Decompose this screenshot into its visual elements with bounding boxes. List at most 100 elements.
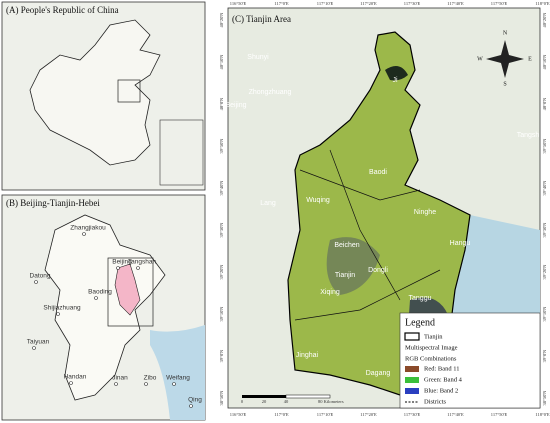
city-label: Taiyuan — [27, 339, 50, 346]
lat-label: 39°40'N — [219, 180, 224, 196]
lat-label: 40°20'N — [219, 12, 224, 28]
place-label: Hangu — [450, 240, 471, 247]
city-label: Zibo — [144, 375, 157, 382]
place-label: Baodi — [369, 169, 387, 176]
lat-label: 39°20'N — [542, 264, 547, 280]
legend-label: Red: Band 11 — [424, 365, 460, 372]
scale-bar — [242, 395, 286, 398]
city-dot — [189, 404, 193, 408]
lat-label: 40°20'N — [542, 12, 547, 28]
lon-label: 117°30'E — [404, 1, 421, 6]
legend-box — [399, 312, 541, 409]
reservoir — [385, 66, 408, 81]
place-label: Ji — [392, 77, 398, 84]
legend-label: Districts — [424, 398, 446, 405]
city-label: Jinan — [112, 375, 128, 382]
place-label: Tangsh — [517, 132, 540, 139]
lon-label: 117°10'E — [317, 1, 334, 6]
scale-bar — [285, 394, 331, 399]
lat-label: 39°10'N — [219, 306, 224, 322]
lon-label: 118°0'E — [535, 1, 549, 6]
compass-label: S — [503, 81, 506, 87]
lat-label: 38°50'N — [219, 390, 224, 406]
place-label: Tianjin — [335, 272, 355, 279]
lat-label: 39°20'N — [219, 264, 224, 280]
scale-label: 80 Kilometers — [318, 399, 344, 404]
city-dot — [82, 232, 86, 236]
lat-label: 39°10'N — [542, 306, 547, 322]
legend-swatch — [405, 366, 419, 372]
place-label: Beichen — [334, 242, 359, 249]
lon-label: 117°30'E — [404, 412, 421, 417]
panel-title: (B) Beijing-Tianjin-Hebei — [6, 198, 100, 208]
legend-label: RGB Combinations — [405, 355, 457, 362]
scale-label: 20 — [262, 399, 267, 404]
lat-label: 39°30'N — [219, 222, 224, 238]
city-dot — [116, 266, 120, 270]
lat-label: 39°50'N — [219, 138, 224, 154]
city-dot — [172, 382, 176, 386]
legend-label: Tianjin — [424, 333, 443, 340]
lat-label: 39°0'N — [219, 349, 224, 362]
lon-label: 117°20'E — [360, 1, 377, 6]
urban-area — [326, 237, 380, 295]
scale-label: 40 — [284, 399, 289, 404]
city-dot — [56, 312, 60, 316]
lon-label: 117°0'E — [274, 412, 288, 417]
city-dot — [69, 381, 73, 385]
lon-label: 117°40'E — [447, 1, 464, 6]
lon-label: 117°10'E — [317, 412, 334, 417]
lon-label: 118°0'E — [535, 412, 549, 417]
lat-label: 39°0'N — [542, 349, 547, 362]
legend-label: Blue: Band 2 — [424, 387, 458, 394]
city-dot — [94, 296, 98, 300]
district-boundaries — [294, 149, 441, 321]
tianjin-shape — [114, 263, 141, 316]
legend-swatch — [405, 388, 419, 394]
city-label: Beijing — [112, 259, 132, 266]
compass-rose — [486, 40, 524, 78]
place-label: Xiqing — [320, 289, 340, 296]
legend-swatch — [405, 377, 419, 383]
legend-title: Legend — [405, 317, 435, 328]
scale-label: 0 — [241, 399, 244, 404]
inset-box — [117, 79, 141, 103]
city-dot — [136, 266, 140, 270]
south-sea-inset — [159, 119, 204, 186]
legend-swatch — [404, 332, 420, 341]
city-dot — [144, 382, 148, 386]
lat-label: 38°50'N — [542, 390, 547, 406]
lat-label: 39°50'N — [542, 138, 547, 154]
place-label: Shunyi — [247, 54, 269, 61]
compass-label: E — [528, 56, 532, 62]
lat-label: 40°10'N — [219, 54, 224, 70]
inset-box — [107, 257, 154, 327]
city-dot — [114, 382, 118, 386]
lon-label: 117°20'E — [360, 412, 377, 417]
city-label: Tangshan — [128, 259, 157, 266]
city-label: Baoding — [88, 289, 112, 296]
lon-label: 117°40'E — [447, 412, 464, 417]
lat-label: 40°0'N — [219, 97, 224, 110]
lon-label: 116°50'E — [230, 1, 247, 6]
city-label: Zhangjiakou — [70, 225, 106, 232]
lat-label: 39°40'N — [542, 180, 547, 196]
lon-label: 117°0'E — [274, 1, 288, 6]
panel-title: (C) Tianjin Area — [232, 14, 291, 24]
lon-label: 117°50'E — [491, 412, 508, 417]
place-label: Beijing — [225, 102, 246, 109]
legend-label: Green: Band 4 — [424, 376, 463, 383]
lon-label: 116°50'E — [230, 412, 247, 417]
compass-label: N — [503, 30, 508, 36]
panel-title: (A) People's Republic of China — [6, 5, 119, 15]
place-label: Zhongzhuang — [249, 89, 292, 96]
lat-label: 40°0'N — [542, 97, 547, 110]
place-label: Dagang — [366, 370, 391, 377]
compass-label: W — [477, 56, 483, 62]
city-dot — [34, 280, 38, 284]
hebei-outline — [44, 214, 166, 401]
place-label: Tanggu — [409, 295, 432, 302]
place-label: Jinghai — [296, 352, 319, 359]
city-label: Weifang — [166, 375, 190, 382]
